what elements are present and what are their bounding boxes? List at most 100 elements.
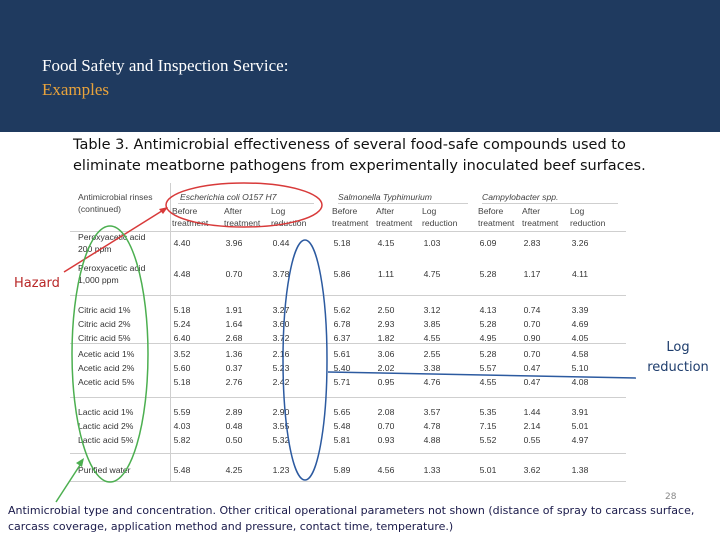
table-cell-value: 0.90 [523,333,541,343]
table-cell-value: 2.55 [423,349,441,359]
table-cell-value: 5.18 [173,377,191,387]
table-cell-value: 3.72 [272,333,290,343]
table-cell-value: 0.70 [225,269,243,279]
table-cell-value: 2.14 [523,421,541,431]
table-rule [70,231,626,232]
table-cell-value: 4.78 [423,421,441,431]
table-cell-value: 5.89 [333,465,351,475]
column-header: reduction [570,218,606,228]
footnote: Antimicrobial type and concentration. Ot… [8,504,695,533]
table-cell-value: 3.85 [423,319,441,329]
column-header: treatment [172,218,209,228]
table-cell-value: 5.62 [333,305,351,315]
table-cell-value: 5.28 [479,349,497,359]
table-cell-value: 1.82 [377,333,395,343]
table-cell-value: 0.70 [523,349,541,359]
table-rule [70,397,626,398]
table-cell-value: 2.02 [377,363,395,373]
column-header: treatment [376,218,413,228]
table-cell-value: 0.70 [523,319,541,329]
row-label: 1,000 ppm [78,275,119,285]
table-cell-value: 0.74 [523,305,541,315]
table-caption: Table 3. Antimicrobial effectiveness of … [73,137,646,174]
table-cell-value: 1.33 [423,465,441,475]
page-number: 28 [665,492,677,502]
table-cell-value: 5.01 [571,421,589,431]
table-cell-value: 1.03 [423,238,441,248]
table-cell-value: 5.35 [479,407,497,417]
table-rule [70,343,626,344]
row-label: Purified water [78,465,131,475]
table-cell-value: 5.18 [173,305,191,315]
table-cell-value: 2.16 [272,349,290,359]
table-cell-value: 4.56 [377,465,395,475]
table-cell-value: 3.62 [523,465,541,475]
table-cell-value: 0.37 [225,363,243,373]
table-cell-value: 3.55 [272,421,290,431]
table-cell-value: 6.37 [333,333,351,343]
table-cell-value: 6.09 [479,238,497,248]
table-cell-value: 4.76 [423,377,441,387]
table-cell-value: 5.52 [479,435,497,445]
table-cell-value: 5.82 [173,435,191,445]
row-label: Acetic acid 1% [78,349,135,359]
row-label: Acetic acid 2% [78,363,135,373]
table-cell-value: 5.28 [479,269,497,279]
table-cell-value: 0.44 [272,238,290,248]
table-cell-value: 5.24 [173,319,191,329]
table-cell-value: 2.90 [272,407,290,417]
row-label: Citric acid 1% [78,305,131,315]
row-label: Lactic acid 5% [78,435,134,445]
hazard-circle [165,182,323,228]
rinse-header-line-2: (continued) [78,204,121,214]
table-cell-value: 4.40 [173,238,191,248]
row-label: Citric acid 2% [78,319,131,329]
table-divider [170,183,171,481]
table-cell-value: 5.01 [479,465,497,475]
row-label: Peroxyacetic acid [78,232,146,242]
row-label: Acetic acid 5% [78,377,135,387]
antimicrobial-table: Antimicrobial rinses (continued) Escherich… [70,183,630,483]
row-label: 200 ppm [78,244,112,254]
table-cell-value: 3.27 [272,305,290,315]
rinse-header-line-1: Antimicrobial rinses [78,192,153,202]
row-label: Peroxyacetic acid [78,263,146,273]
row-label: Lactic acid 1% [78,407,134,417]
hazard-label: Hazard [14,276,60,291]
table-cell-value: 3.52 [173,349,191,359]
column-header: treatment [224,218,261,228]
column-header: Log [422,206,437,216]
table-cell-value: 0.70 [377,421,395,431]
table-cell-value: 4.55 [479,377,497,387]
column-header: treatment [522,218,559,228]
table-cell-value: 2.50 [377,305,395,315]
table-cell-value: 0.55 [523,435,541,445]
table-cell-value: 4.88 [423,435,441,445]
table-cell-value: 2.08 [377,407,395,417]
table-cell-value: 5.57 [479,363,497,373]
table-rule [70,453,626,454]
table-cell-value: 2.83 [523,238,541,248]
table-cell-value: 2.76 [225,377,243,387]
table-rule [482,203,618,204]
table-cell-value: 3.38 [423,363,441,373]
table-cell-value: 0.93 [377,435,395,445]
table-cell-value: 0.47 [523,363,541,373]
table-cell-value: 3.91 [571,407,589,417]
row-label: Citric acid 5% [78,333,131,343]
table-cell-value: 5.61 [333,349,351,359]
table-cell-value: 3.06 [377,349,395,359]
table-cell-value: 5.65 [333,407,351,417]
table-cell-value: 4.13 [479,305,497,315]
table-cell-value: 4.69 [571,319,589,329]
table-cell-value: 3.60 [272,319,290,329]
column-header: Before [332,206,358,216]
table-cell-value: 4.97 [571,435,589,445]
table-cell-value: 4.75 [423,269,441,279]
table-cell-value: 1.64 [225,319,243,329]
table-cell-value: 4.48 [173,269,191,279]
table-cell-value: 5.10 [571,363,589,373]
table-cell-value: 4.58 [571,349,589,359]
table-cell-value: 3.78 [272,269,290,279]
